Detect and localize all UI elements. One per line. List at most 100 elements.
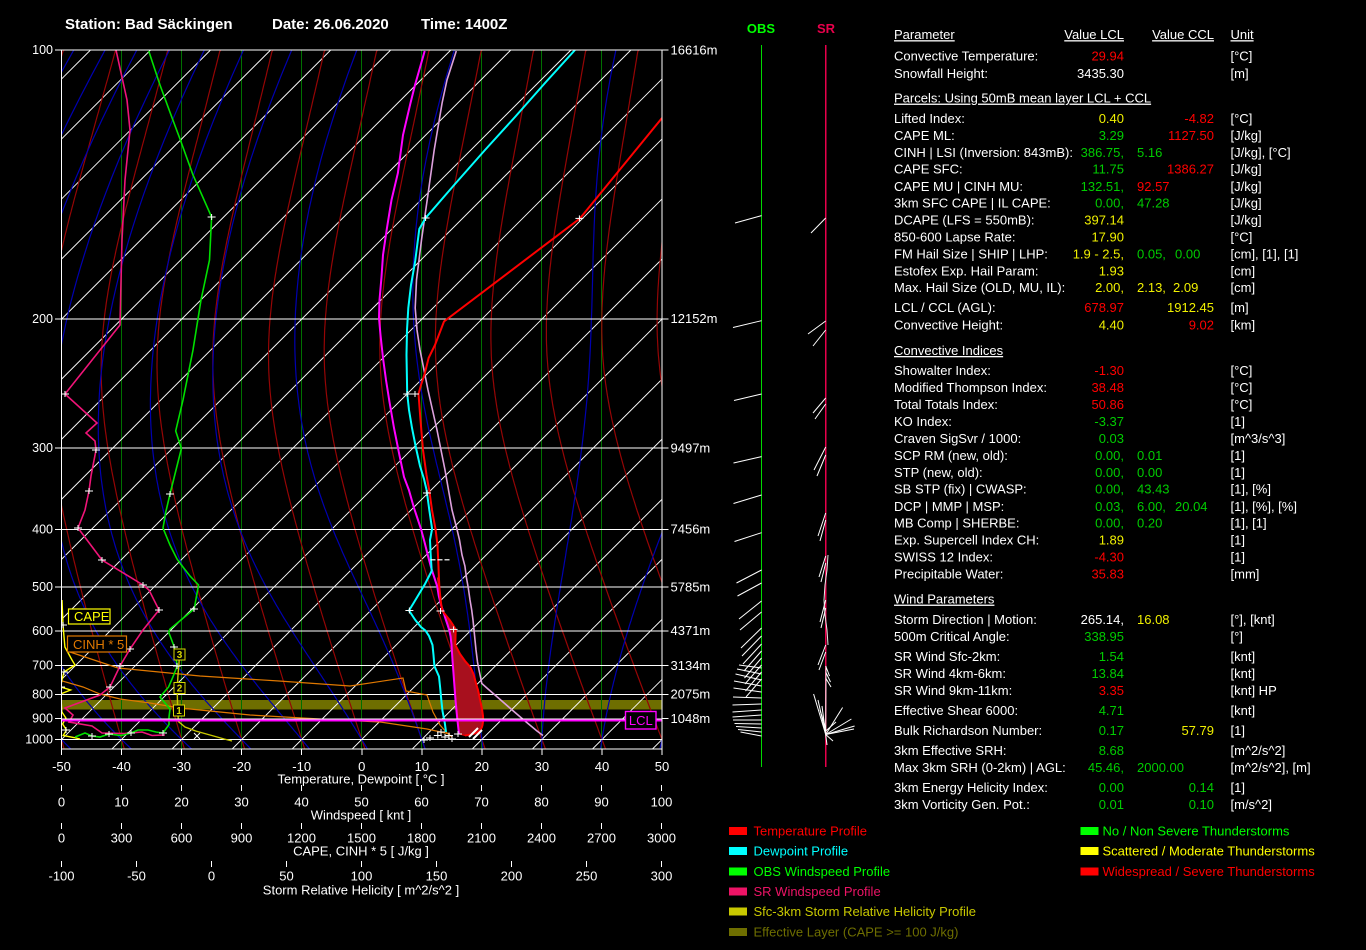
- svg-text:[mm]: [mm]: [1231, 566, 1260, 581]
- svg-text:[m]: [m]: [1231, 300, 1249, 315]
- svg-text:-50: -50: [127, 869, 146, 884]
- svg-text:[knt]: [knt]: [1231, 703, 1256, 718]
- svg-text:2: 2: [177, 684, 183, 695]
- svg-text:0.00,: 0.00,: [1095, 482, 1124, 497]
- svg-text:0: 0: [58, 795, 65, 810]
- svg-text:CAPE MU | CINH MU:: CAPE MU | CINH MU:: [894, 179, 1023, 194]
- svg-text:700: 700: [32, 659, 53, 673]
- svg-text:47.28: 47.28: [1137, 196, 1170, 211]
- svg-text:[cm], [1], [1]: [cm], [1], [1]: [1231, 246, 1299, 261]
- svg-text:4371m: 4371m: [671, 623, 711, 638]
- svg-text:850-600 Lapse Rate:: 850-600 Lapse Rate:: [894, 229, 1015, 244]
- svg-text:92.57: 92.57: [1137, 179, 1170, 194]
- svg-text:20: 20: [174, 795, 188, 810]
- svg-text:6.00,: 6.00,: [1137, 499, 1166, 514]
- svg-text:KO Index:: KO Index:: [894, 414, 952, 429]
- svg-text:0: 0: [58, 831, 65, 846]
- svg-text:[1]: [1]: [1231, 414, 1245, 429]
- svg-text:50.86: 50.86: [1091, 397, 1124, 412]
- svg-text:500: 500: [32, 580, 53, 594]
- svg-text:1.9 - 2.5,: 1.9 - 2.5,: [1073, 246, 1124, 261]
- svg-text:10: 10: [114, 795, 128, 810]
- svg-text:-4.82: -4.82: [1184, 111, 1214, 126]
- svg-text:[°C]: [°C]: [1231, 111, 1253, 126]
- svg-text:9.02: 9.02: [1189, 317, 1214, 332]
- svg-text:SB STP (fix) | CWASP:: SB STP (fix) | CWASP:: [894, 482, 1027, 497]
- svg-text:[1]: [1]: [1231, 723, 1245, 738]
- svg-text:400: 400: [32, 522, 53, 536]
- svg-text:1127.50: 1127.50: [1168, 128, 1214, 143]
- svg-text:20: 20: [475, 759, 489, 774]
- svg-text:SR Wind Sfc-2km:: SR Wind Sfc-2km:: [894, 649, 1000, 664]
- svg-text:3km SFC CAPE | IL CAPE:: 3km SFC CAPE | IL CAPE:: [894, 196, 1051, 211]
- svg-text:1500: 1500: [347, 831, 376, 846]
- svg-text:-50: -50: [52, 759, 71, 774]
- svg-text:Modified Thompson Index:: Modified Thompson Index:: [894, 380, 1047, 395]
- svg-text:9497m: 9497m: [671, 441, 711, 456]
- svg-text:4.40: 4.40: [1099, 317, 1124, 332]
- svg-text:3km Vorticity Gen. Pot.:: 3km Vorticity Gen. Pot.:: [894, 797, 1030, 812]
- svg-text:MB Comp | SHERBE:: MB Comp | SHERBE:: [894, 516, 1019, 531]
- svg-text:200: 200: [501, 869, 523, 884]
- svg-text:1800: 1800: [407, 831, 436, 846]
- svg-text:Effective Layer (CAPE >= 100 J: Effective Layer (CAPE >= 100 J/kg): [754, 924, 959, 939]
- svg-text:CAPE, CINH * 5 [ J/kg ]: CAPE, CINH * 5 [ J/kg ]: [293, 844, 429, 859]
- svg-text:50: 50: [354, 795, 368, 810]
- svg-text:[1], [%]: [1], [%]: [1231, 482, 1271, 497]
- svg-text:16.08: 16.08: [1137, 612, 1170, 627]
- svg-text:CINH * 5: CINH * 5: [73, 637, 124, 652]
- svg-text:60: 60: [414, 795, 428, 810]
- svg-text:[m]: [m]: [1231, 66, 1249, 81]
- svg-text:Bulk Richardson Number:: Bulk Richardson Number:: [894, 723, 1042, 738]
- svg-text:397.14: 397.14: [1084, 213, 1124, 228]
- svg-text:[J/kg], [°C]: [J/kg], [°C]: [1231, 145, 1291, 160]
- svg-text:57.79: 57.79: [1181, 723, 1214, 738]
- svg-text:[°C]: [°C]: [1231, 380, 1253, 395]
- svg-text:DCP | MMP | MSP:: DCP | MMP | MSP:: [894, 499, 1004, 514]
- svg-text:[J/kg]: [J/kg]: [1231, 128, 1262, 143]
- svg-text:1: 1: [176, 706, 182, 717]
- svg-text:[cm]: [cm]: [1231, 264, 1256, 279]
- svg-text:Max 3km SRH (0-2km) | AGL:: Max 3km SRH (0-2km) | AGL:: [894, 760, 1066, 775]
- svg-text:0.17: 0.17: [1099, 723, 1124, 738]
- svg-text:0.01: 0.01: [1099, 797, 1124, 812]
- svg-text:[J/kg]: [J/kg]: [1231, 179, 1262, 194]
- svg-text:Effective Shear 6000:: Effective Shear 6000:: [894, 703, 1018, 718]
- svg-text:1912.45: 1912.45: [1167, 300, 1214, 315]
- svg-text:-1.30: -1.30: [1094, 363, 1124, 378]
- svg-text:1.89: 1.89: [1099, 533, 1124, 548]
- svg-text:[1]: [1]: [1231, 533, 1245, 548]
- svg-text:70: 70: [474, 795, 488, 810]
- svg-text:Station: Bad Säckingen: Station: Bad Säckingen: [65, 16, 233, 33]
- svg-text:30: 30: [535, 759, 549, 774]
- svg-text:100: 100: [32, 43, 53, 57]
- svg-text:800: 800: [32, 687, 53, 701]
- svg-text:20.04: 20.04: [1175, 499, 1208, 514]
- svg-text:265.14,: 265.14,: [1081, 612, 1124, 627]
- svg-text:600: 600: [171, 831, 193, 846]
- svg-text:0.05,: 0.05,: [1137, 246, 1166, 261]
- svg-text:Lifted Index:: Lifted Index:: [894, 111, 965, 126]
- svg-text:300: 300: [32, 441, 53, 455]
- svg-text:[°C]: [°C]: [1231, 397, 1253, 412]
- svg-text:200: 200: [32, 312, 53, 326]
- svg-text:0.40: 0.40: [1099, 111, 1124, 126]
- svg-text:[m/s^2]: [m/s^2]: [1231, 797, 1273, 812]
- svg-text:2.13,: 2.13,: [1137, 280, 1166, 295]
- svg-text:40: 40: [595, 759, 609, 774]
- svg-text:[°C]: [°C]: [1231, 229, 1253, 244]
- svg-text:1386.27: 1386.27: [1167, 162, 1214, 177]
- svg-text:16616m: 16616m: [671, 42, 718, 57]
- svg-text:2400: 2400: [527, 831, 556, 846]
- svg-text:[1]: [1]: [1231, 448, 1245, 463]
- svg-text:[°C]: [°C]: [1231, 363, 1253, 378]
- svg-text:Parameter: Parameter: [894, 27, 955, 42]
- svg-text:SWISS 12 Index:: SWISS 12 Index:: [894, 549, 993, 564]
- svg-text:1048m: 1048m: [671, 711, 711, 726]
- svg-text:[J/kg]: [J/kg]: [1231, 162, 1262, 177]
- svg-text:2.09: 2.09: [1173, 280, 1198, 295]
- svg-text:-30: -30: [172, 759, 191, 774]
- svg-text:Max. Hail Size (OLD, MU, IL):: Max. Hail Size (OLD, MU, IL):: [894, 280, 1065, 295]
- svg-text:0.14: 0.14: [1189, 780, 1214, 795]
- svg-text:OBS: OBS: [747, 21, 776, 36]
